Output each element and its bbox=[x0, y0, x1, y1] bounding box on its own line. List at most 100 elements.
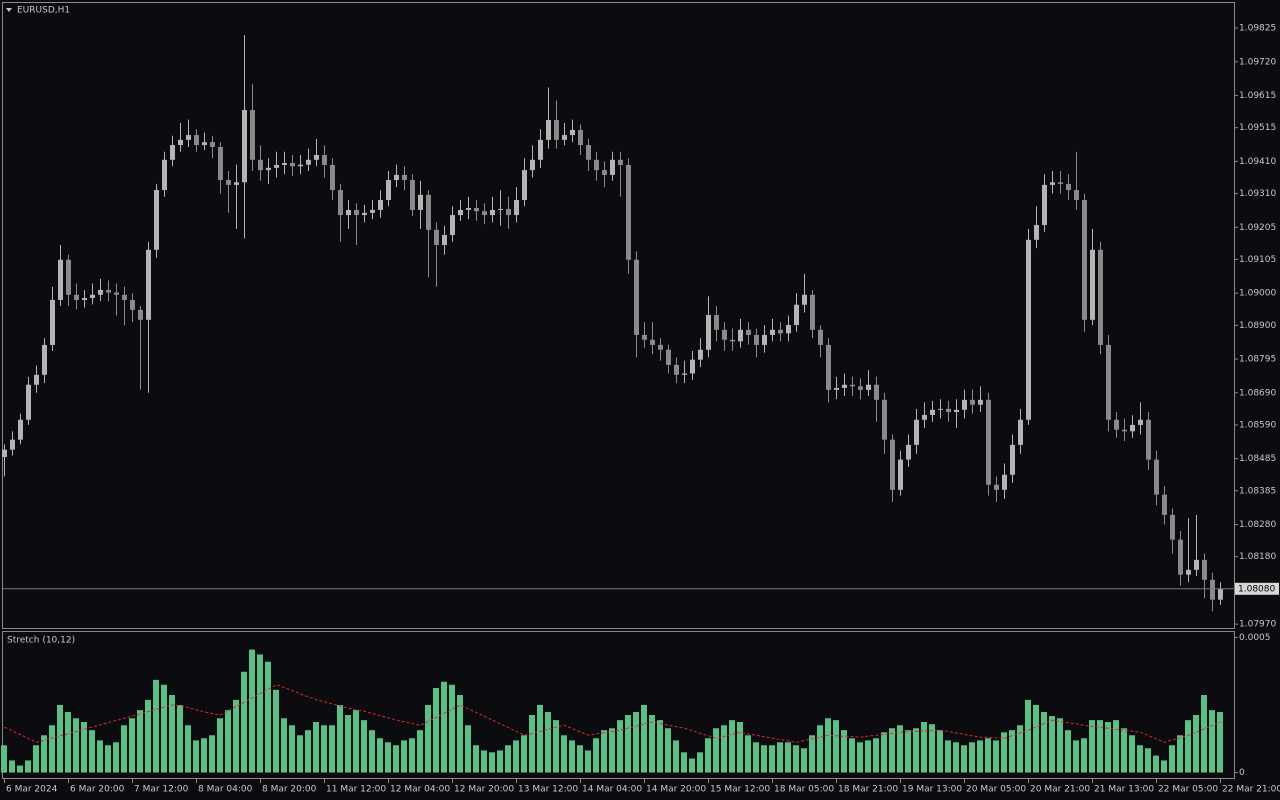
x-tick-label: 15 Mar 12:00 bbox=[710, 785, 770, 795]
candle-body bbox=[154, 190, 159, 250]
histogram-bar bbox=[265, 661, 271, 773]
candle-body bbox=[186, 135, 191, 140]
histogram-bar bbox=[137, 710, 143, 773]
candle-body bbox=[402, 174, 407, 181]
candle-body bbox=[898, 459, 903, 490]
candle-body bbox=[458, 209, 463, 216]
candle-body bbox=[1202, 559, 1207, 580]
histogram-bar bbox=[889, 728, 895, 773]
candle-body bbox=[586, 145, 591, 160]
symbol-menu-arrow[interactable] bbox=[6, 8, 12, 12]
histogram-bar bbox=[129, 718, 135, 773]
histogram-bar bbox=[945, 740, 951, 773]
y-tick-label: 0.0005 bbox=[1239, 633, 1271, 643]
candle-body bbox=[682, 373, 687, 375]
candle-body bbox=[1210, 579, 1215, 600]
candle-body bbox=[1218, 588, 1223, 600]
histogram-bar bbox=[665, 728, 671, 773]
histogram-bar bbox=[673, 740, 679, 773]
histogram-bar bbox=[809, 735, 815, 773]
candle-body bbox=[466, 208, 471, 210]
x-tick-label: 18 Mar 05:00 bbox=[774, 785, 834, 795]
histogram-bar bbox=[1169, 745, 1175, 773]
candle-body bbox=[698, 349, 703, 360]
candle-body bbox=[674, 364, 679, 375]
candle-body bbox=[298, 164, 303, 167]
candle-body bbox=[506, 208, 511, 216]
candle-body bbox=[626, 164, 631, 260]
histogram-bar bbox=[425, 705, 431, 773]
histogram-bar bbox=[833, 720, 839, 773]
candle-body bbox=[850, 384, 855, 387]
y-tick-label: 1.09410 bbox=[1239, 157, 1276, 167]
histogram-bar bbox=[161, 684, 167, 773]
histogram-bar bbox=[593, 738, 599, 773]
candle-body bbox=[290, 163, 295, 167]
x-tick-label: 7 Mar 12:00 bbox=[134, 785, 189, 795]
candle-body bbox=[562, 135, 567, 140]
candle-body bbox=[434, 229, 439, 245]
histogram-bar bbox=[249, 649, 255, 773]
candle-body bbox=[946, 408, 951, 413]
candle-body bbox=[210, 142, 215, 147]
histogram-bar bbox=[993, 740, 999, 773]
candle-body bbox=[706, 315, 711, 350]
candle-body bbox=[322, 154, 327, 165]
histogram-bar bbox=[1009, 730, 1015, 773]
histogram-bar bbox=[601, 730, 607, 773]
histogram-bar bbox=[185, 725, 191, 773]
main-pane bbox=[2, 2, 1235, 629]
x-tick-label: 6 Mar 20:00 bbox=[70, 785, 125, 795]
histogram-bar bbox=[81, 722, 87, 773]
candle-body bbox=[250, 110, 255, 160]
histogram-bar bbox=[169, 694, 175, 773]
candle-body bbox=[618, 159, 623, 165]
histogram-bar bbox=[441, 681, 447, 773]
candle-body bbox=[650, 339, 655, 345]
histogram-bar bbox=[273, 689, 279, 773]
candle-body bbox=[746, 329, 751, 335]
candle-body bbox=[1162, 494, 1167, 515]
histogram-bar bbox=[513, 740, 519, 773]
histogram-bar bbox=[713, 728, 719, 773]
histogram-bar bbox=[1049, 716, 1055, 773]
candle-body bbox=[1194, 559, 1199, 570]
histogram-bar bbox=[1025, 699, 1031, 773]
candle-body bbox=[978, 399, 983, 405]
histogram-bar bbox=[705, 738, 711, 773]
histogram-bar bbox=[529, 715, 535, 773]
y-tick-label: 1.08385 bbox=[1239, 486, 1276, 496]
candle-body bbox=[386, 180, 391, 200]
histogram-bar bbox=[617, 720, 623, 773]
histogram-bar bbox=[1065, 730, 1071, 773]
histogram-bar bbox=[641, 705, 647, 773]
histogram-bar bbox=[753, 742, 759, 773]
y-tick-label: 1.08590 bbox=[1239, 420, 1276, 430]
x-tick-label: 22 Mar 21:00 bbox=[1222, 785, 1280, 795]
candle-body bbox=[106, 289, 111, 293]
histogram-bar bbox=[105, 745, 111, 773]
candle-body bbox=[234, 182, 239, 185]
candle-body bbox=[378, 199, 383, 210]
histogram-bar bbox=[345, 715, 351, 773]
histogram-bar bbox=[1201, 694, 1207, 773]
candle-body bbox=[882, 399, 887, 440]
histogram-bar bbox=[1073, 740, 1079, 773]
histogram-bar bbox=[817, 725, 823, 773]
candle-body bbox=[874, 384, 879, 400]
candle-body bbox=[914, 419, 919, 445]
y-tick-label: 1.09720 bbox=[1239, 57, 1276, 67]
histogram-bar bbox=[201, 738, 207, 773]
candle-body bbox=[450, 215, 455, 236]
histogram-bar bbox=[745, 735, 751, 773]
histogram-bar bbox=[41, 735, 47, 773]
candle-body bbox=[802, 294, 807, 305]
histogram-bar bbox=[57, 705, 63, 773]
histogram-bar bbox=[1209, 710, 1215, 773]
y-tick-label: 1.08900 bbox=[1239, 321, 1276, 331]
candle-body bbox=[98, 289, 103, 295]
histogram-bar bbox=[305, 730, 311, 773]
candle-body bbox=[634, 259, 639, 335]
candle-body bbox=[522, 170, 527, 200]
y-tick-label: 1.07970 bbox=[1239, 620, 1276, 630]
